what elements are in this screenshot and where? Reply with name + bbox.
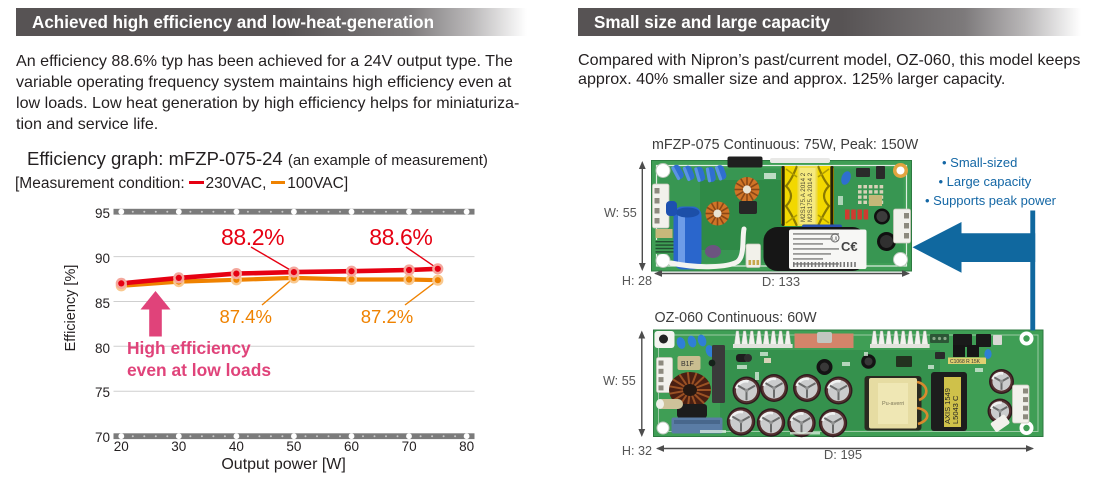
svg-text:B1F: B1F <box>681 361 694 368</box>
svg-text:Pu-averri: Pu-averri <box>882 401 904 407</box>
svg-text:C€: C€ <box>841 239 858 254</box>
svg-text:L5043 C: L5043 C <box>951 395 960 424</box>
svg-text:M2S175.A 2014 2: M2S175.A 2014 2 <box>807 172 814 222</box>
svg-text:AXIS 1549: AXIS 1549 <box>943 388 952 424</box>
svg-text:M2S175.A 2014 2: M2S175.A 2014 2 <box>800 172 807 222</box>
svg-text:UL: UL <box>832 237 839 243</box>
svg-text:C1068 R 15K: C1068 R 15K <box>950 359 981 365</box>
